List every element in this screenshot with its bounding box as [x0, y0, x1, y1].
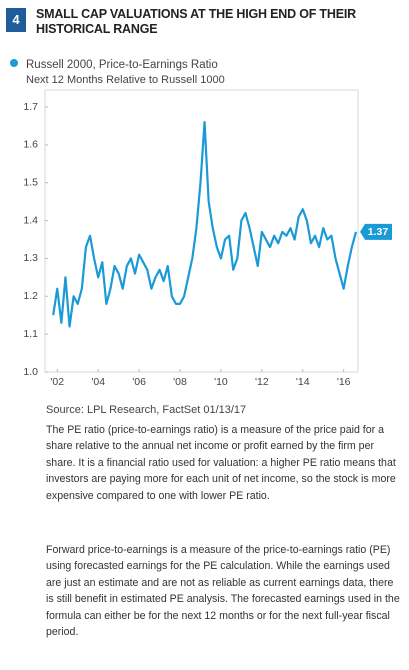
x-tick-label: '12	[255, 376, 269, 388]
end-label-box	[360, 223, 392, 240]
legend-entry: Russell 2000, Price-to-Earnings Ratio	[10, 58, 225, 73]
x-tick-label: '06	[132, 376, 146, 388]
y-tick-label: 1.2	[23, 290, 38, 302]
end-label: 1.37	[368, 226, 389, 238]
paragraph: Forward price-to-earnings is a measure o…	[46, 544, 400, 639]
chart: 1.0 1.1 1.2 1.3 1.4 1.5 1.6 1.7 '02 '04 '06 '08 '10 '…	[23, 89, 392, 388]
plot-area	[44, 89, 359, 373]
y-tick-label: 1.1	[23, 328, 38, 340]
paragraph: The PE ratio (price-to-earnings ratio) i…	[46, 424, 396, 502]
y-tick-label: 1.7	[23, 101, 38, 113]
x-tick-label: '10	[214, 376, 228, 388]
y-tick-label: 1.4	[23, 214, 38, 226]
legend-label: Russell 2000, Price-to-Earnings Ratio	[26, 59, 218, 71]
legend-swatch	[10, 59, 18, 67]
x-tick-label: '16	[337, 376, 351, 388]
y-tick-label: 1.3	[23, 252, 38, 264]
y-tick-label: 1.6	[23, 139, 38, 151]
chart-subtitle: Next 12 Months Relative to Russell 1000	[26, 74, 225, 86]
figure-number: 4	[6, 8, 26, 32]
y-tick-label: 1.5	[23, 176, 38, 188]
y-tick-label: 1.0	[23, 366, 38, 378]
x-tick-label: '14	[296, 376, 310, 388]
legend: Russell 2000, Price-to-Earnings Ratio Ne…	[10, 58, 225, 88]
x-tick-label: '02	[50, 376, 64, 388]
line-series	[52, 121, 358, 328]
x-tick-label: '08	[173, 376, 187, 388]
chart-title: SMALL CAP VALUATIONS AT THE HIGH END OF …	[36, 7, 356, 36]
x-tick-label: '04	[91, 376, 105, 388]
source: Source: LPL Research, FactSet 01/13/17	[46, 404, 247, 416]
